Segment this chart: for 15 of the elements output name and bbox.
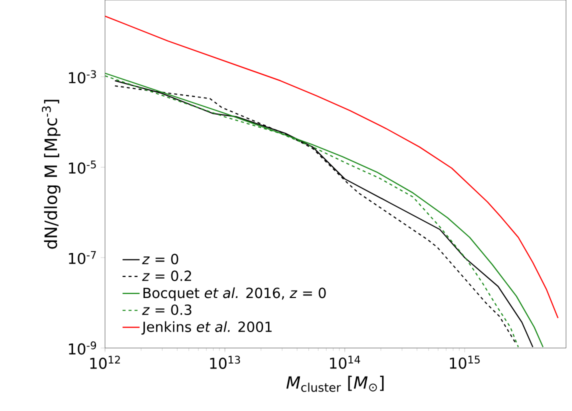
x-tick-label: 10$^{14}$ [330,356,360,369]
legend-label: Jenkins et al. 2001 [141,321,272,335]
legend-label: z = 0.3 [142,304,192,316]
x-tick-label: 10$^{15}$ [450,356,480,369]
y-tick-label: 10$^{-9}$ [68,341,96,355]
x-tick-label: 10$^{13}$ [210,356,240,369]
y-tick-label: 10$^{-7}$ [68,251,96,264]
y-tick-label: 10$^{-3}$ [68,70,96,84]
legend-label: z = 0 [142,254,178,264]
legend-label: z = 0.2 [142,270,192,282]
y-tick-label: 10$^{-5}$ [68,160,96,174]
y-axis-title: dN/dlog M [Mpc$^{-3}$] [42,100,60,249]
x-tick-label: 10$^{12}$ [90,356,120,369]
x-axis-title: M$_{cluster}$ [M$_{⊙}$] [286,376,384,392]
legend-label: Bocquet et al. 2016, z = 0 [144,287,326,301]
